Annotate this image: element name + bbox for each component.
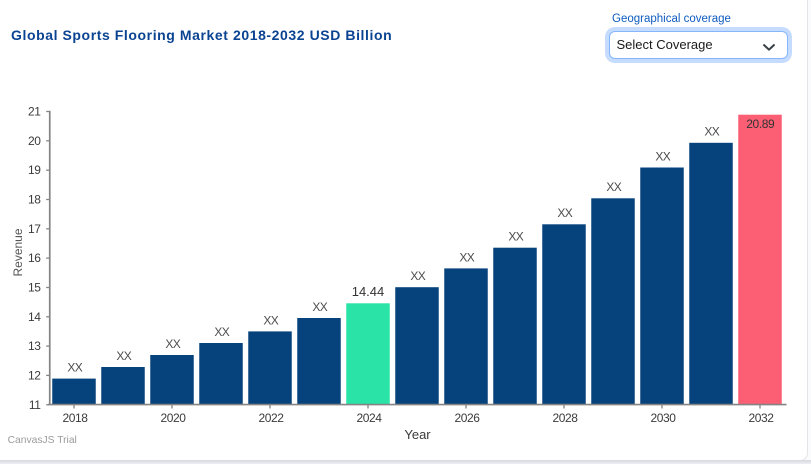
svg-text:XX: XX bbox=[67, 361, 82, 375]
svg-text:20.89: 20.89 bbox=[746, 117, 775, 131]
svg-text:18: 18 bbox=[28, 193, 41, 207]
svg-text:XX: XX bbox=[606, 180, 621, 194]
svg-text:21: 21 bbox=[28, 105, 41, 119]
svg-text:12: 12 bbox=[28, 368, 41, 382]
svg-text:17: 17 bbox=[28, 222, 41, 236]
svg-text:15: 15 bbox=[28, 281, 41, 295]
svg-text:20: 20 bbox=[28, 134, 41, 148]
svg-text:2022: 2022 bbox=[259, 411, 285, 425]
svg-text:19: 19 bbox=[28, 163, 41, 177]
svg-text:2028: 2028 bbox=[553, 411, 579, 425]
svg-text:XX: XX bbox=[557, 206, 572, 220]
svg-text:14: 14 bbox=[28, 310, 41, 324]
svg-text:XX: XX bbox=[508, 230, 523, 244]
svg-text:XX: XX bbox=[459, 250, 474, 264]
svg-text:XX: XX bbox=[410, 269, 425, 283]
svg-text:XX: XX bbox=[312, 300, 327, 314]
svg-text:2018: 2018 bbox=[63, 411, 89, 425]
svg-text:Revenue: Revenue bbox=[11, 228, 25, 276]
svg-text:2032: 2032 bbox=[749, 411, 775, 425]
svg-text:XX: XX bbox=[704, 125, 719, 139]
svg-text:11: 11 bbox=[29, 398, 41, 412]
svg-text:XX: XX bbox=[655, 149, 670, 163]
svg-text:XX: XX bbox=[214, 325, 229, 339]
svg-text:2026: 2026 bbox=[455, 411, 481, 425]
svg-text:Year: Year bbox=[404, 427, 431, 442]
svg-text:XX: XX bbox=[116, 349, 131, 363]
svg-text:XX: XX bbox=[263, 313, 278, 327]
svg-text:CanvasJS Trial: CanvasJS Trial bbox=[8, 435, 77, 446]
svg-text:16: 16 bbox=[28, 251, 41, 265]
svg-text:14.44: 14.44 bbox=[352, 284, 385, 299]
svg-text:2030: 2030 bbox=[651, 411, 677, 425]
svg-text:XX: XX bbox=[165, 337, 180, 351]
svg-text:2020: 2020 bbox=[161, 411, 187, 425]
svg-text:2024: 2024 bbox=[357, 411, 383, 425]
svg-text:13: 13 bbox=[28, 339, 41, 353]
